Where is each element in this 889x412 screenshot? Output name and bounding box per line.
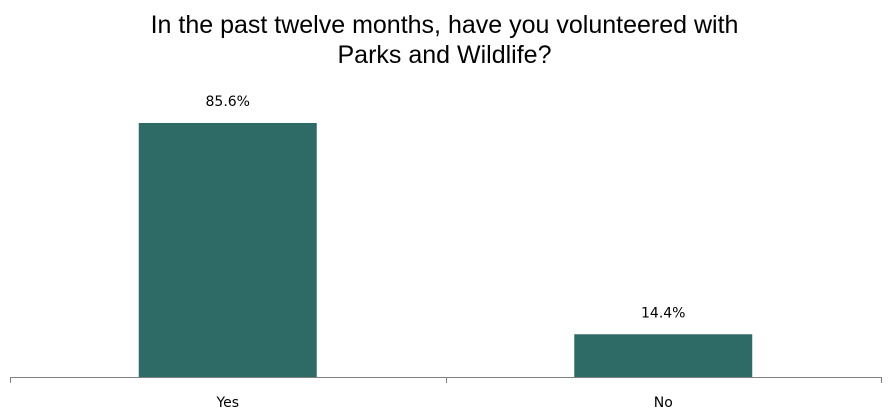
data-label-no: 14.4% bbox=[641, 305, 685, 321]
chart-title-line-1: In the past twelve months, have you volu… bbox=[150, 11, 739, 39]
x-tick-label-yes: Yes bbox=[215, 395, 239, 411]
chart-title: In the past twelve months, have you volu… bbox=[0, 10, 889, 70]
x-tick-label-no: No bbox=[654, 395, 673, 411]
bar-yes bbox=[138, 123, 317, 377]
chart-title-line-2: Parks and Wildlife? bbox=[337, 41, 552, 69]
bar-no bbox=[574, 334, 753, 377]
data-label-yes: 85.6% bbox=[206, 94, 250, 110]
